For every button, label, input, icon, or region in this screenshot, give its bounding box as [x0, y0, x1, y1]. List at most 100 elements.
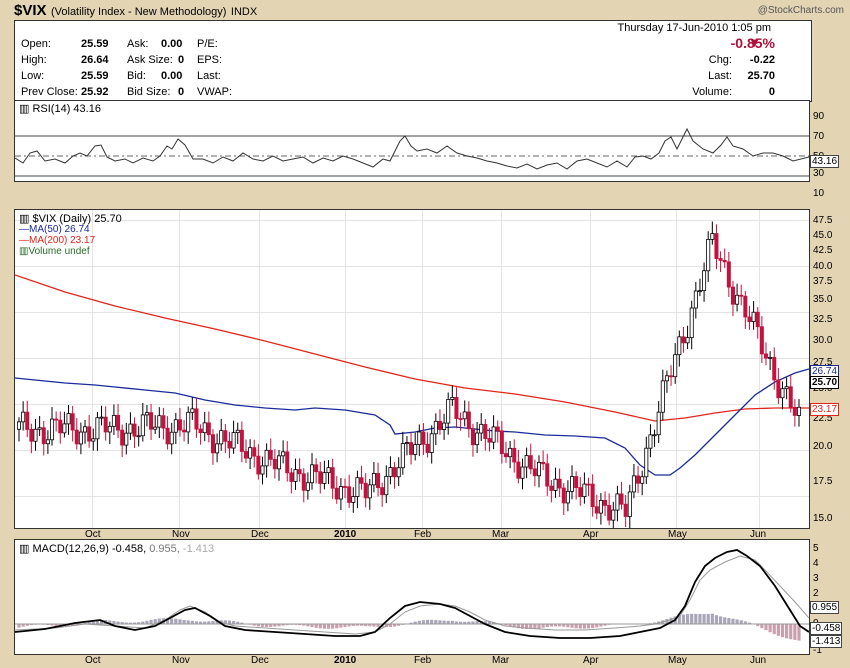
macd-histogram-bar — [425, 619, 430, 624]
candle-body — [359, 477, 364, 484]
ask-value: 0.00 — [161, 38, 183, 50]
candle-body — [58, 419, 63, 434]
macd-histogram-bar — [137, 622, 141, 624]
price-tick: 20.0 — [813, 441, 833, 452]
macd-histogram-bar — [227, 620, 232, 624]
candle-body — [466, 411, 471, 430]
macd-histogram-bar — [178, 619, 182, 624]
macd-histogram-bar — [260, 624, 265, 627]
macd-histogram-bar — [157, 618, 161, 624]
candle-body — [623, 503, 628, 517]
macd-histogram-bar — [421, 620, 426, 624]
macd-histogram-bar — [215, 620, 219, 624]
rsi-legend: ▥ RSI(14) 43.16 — [19, 102, 101, 115]
macd-histogram-bar — [310, 624, 314, 628]
macd-histogram-bar — [681, 614, 686, 624]
macd-histogram-bar — [430, 619, 434, 624]
macd-histogram-bar — [562, 624, 566, 627]
candle-body — [99, 416, 104, 419]
macd-histogram-bar — [223, 620, 227, 624]
price-tick: 27.5 — [813, 357, 833, 368]
grid-line — [15, 358, 809, 359]
price-chart — [15, 221, 809, 528]
macd-histogram-bar — [685, 614, 690, 624]
candle-body — [437, 420, 442, 430]
macd-histogram-bar — [665, 618, 669, 624]
candle-body — [446, 399, 451, 424]
macd-histogram-bar — [483, 621, 487, 624]
eps-label: EPS: — [197, 54, 223, 66]
macd-histogram-bar — [91, 621, 95, 624]
bid-size-value: 0 — [178, 86, 185, 98]
candle-body — [512, 447, 517, 463]
price-tick: 37.5 — [813, 276, 833, 287]
candle-body — [421, 431, 426, 445]
macd-histogram-bar — [314, 624, 318, 628]
macd-histogram-bar — [339, 624, 343, 628]
candle-body — [763, 353, 768, 359]
macd-histogram-bar — [194, 621, 199, 624]
macd-histogram-bar — [595, 624, 599, 628]
candle-body — [235, 429, 240, 433]
percent-change: -0.85% — [730, 35, 775, 51]
macd-histogram-bar — [252, 624, 256, 626]
price-tick: 47.5 — [813, 215, 833, 226]
chart-header: $VIX (Volatility Index - New Methodology… — [14, 2, 844, 20]
macd-histogram-bar — [29, 624, 33, 626]
x-tick-feb: Feb — [414, 529, 432, 540]
candle-body — [384, 475, 389, 496]
grid-line — [92, 210, 93, 528]
macd-chart — [15, 549, 809, 641]
candle-body — [743, 295, 748, 318]
candle-body — [768, 357, 773, 359]
macd-tick: 4 — [813, 558, 819, 569]
macd-histogram-bar — [50, 624, 54, 626]
macd-histogram-bar — [727, 618, 731, 624]
price-tick: 22.5 — [813, 413, 833, 424]
chg-value: -0.22 — [749, 54, 775, 66]
macd-histogram-bar — [442, 620, 446, 624]
macd-tick: 2 — [813, 588, 819, 599]
candle-body — [648, 434, 653, 449]
x-tick-dec: Dec — [251, 529, 269, 540]
macd-histogram-bar — [541, 624, 545, 628]
macd-histogram-bar — [789, 624, 793, 640]
candle-body — [293, 469, 298, 482]
ma200-legend-swatch-icon: — — [19, 235, 29, 246]
candle-body — [17, 421, 22, 430]
macd-histogram-bar — [599, 624, 603, 627]
macd-histogram-bar — [182, 619, 186, 624]
macd-signal-line — [15, 555, 809, 635]
candle-body — [326, 467, 331, 474]
candle-body — [264, 449, 269, 467]
candle-body — [334, 487, 339, 500]
macd-histogram-bar — [298, 624, 302, 626]
candle-body — [586, 483, 591, 486]
chg-label: Chg: — [708, 54, 732, 66]
macd-histogram-bar — [549, 624, 553, 627]
candle-body — [128, 423, 133, 434]
candle-body — [132, 423, 137, 437]
macd-histogram-bar — [785, 624, 789, 639]
macd-histogram-bar — [582, 624, 586, 629]
candle-body — [487, 438, 492, 443]
macd-histogram-bar — [797, 624, 801, 641]
ask-size-value: 0 — [178, 54, 185, 66]
macd-histogram-bar — [723, 617, 727, 624]
candle-body — [87, 426, 92, 442]
macd-histogram-bar — [99, 620, 104, 624]
candle-body — [664, 375, 669, 382]
candle-body — [475, 432, 480, 446]
macd-histogram-bar — [558, 624, 562, 627]
ma200-value-tag: 23.17 — [810, 403, 840, 416]
candle-body — [206, 422, 211, 436]
grid-line — [590, 210, 591, 528]
candle-body — [124, 432, 129, 446]
candle-body — [470, 428, 475, 446]
candle-body — [751, 311, 756, 322]
macd-histogram-bar — [764, 624, 768, 631]
grid-line — [15, 496, 809, 497]
macd-histogram-bar — [545, 624, 549, 628]
macd-histogram-bar — [512, 624, 516, 628]
candle-body — [458, 418, 463, 420]
